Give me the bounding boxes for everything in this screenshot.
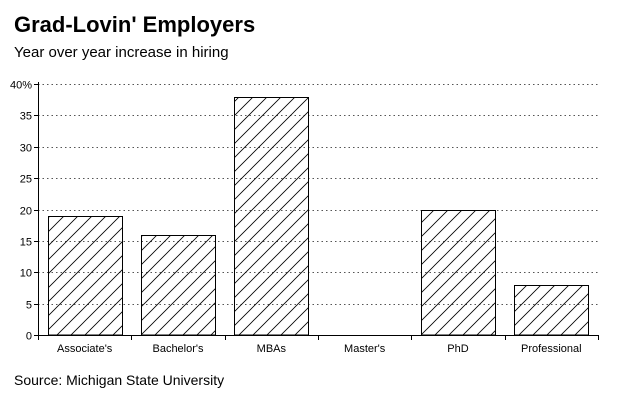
bar-mbas <box>234 97 309 336</box>
chart-title: Grad-Lovin' Employers <box>14 12 256 37</box>
x-category-label: Bachelor's <box>152 343 204 355</box>
bar-bachelor-s <box>141 235 216 336</box>
x-category-label: MBAs <box>257 343 287 355</box>
y-tick-label: 10 <box>20 268 32 280</box>
y-tick-labels: 0 5 10 15 20 25 30 35 40% <box>10 80 32 343</box>
bar-associate-s <box>48 216 123 336</box>
gridlines <box>38 84 598 305</box>
bar-phd <box>421 210 496 336</box>
x-category-label: Professional <box>521 343 582 355</box>
y-tick-label: 25 <box>20 174 32 186</box>
y-tick-label: 5 <box>26 300 32 312</box>
x-category-labels: Associate's Bachelor's MBAs Master's PhD Prof… <box>57 343 582 355</box>
axes <box>34 82 599 340</box>
y-tick-label: 35 <box>20 111 32 123</box>
x-category-label: PhD <box>447 343 468 355</box>
x-category-label: Associate's <box>57 343 113 355</box>
y-tick-label: 20 <box>20 206 32 218</box>
y-tick-label: 0 <box>26 331 32 343</box>
x-category-label: Master's <box>344 343 386 355</box>
y-tick-label: 30 <box>20 143 32 155</box>
chart-subtitle: Year over year increase in hiring <box>14 44 229 61</box>
source-note: Source: Michigan State University <box>14 372 225 388</box>
bars <box>48 97 589 336</box>
y-tick-label: 15 <box>20 237 32 249</box>
y-tick-label: 40% <box>10 80 32 92</box>
bar-professional <box>514 285 589 336</box>
